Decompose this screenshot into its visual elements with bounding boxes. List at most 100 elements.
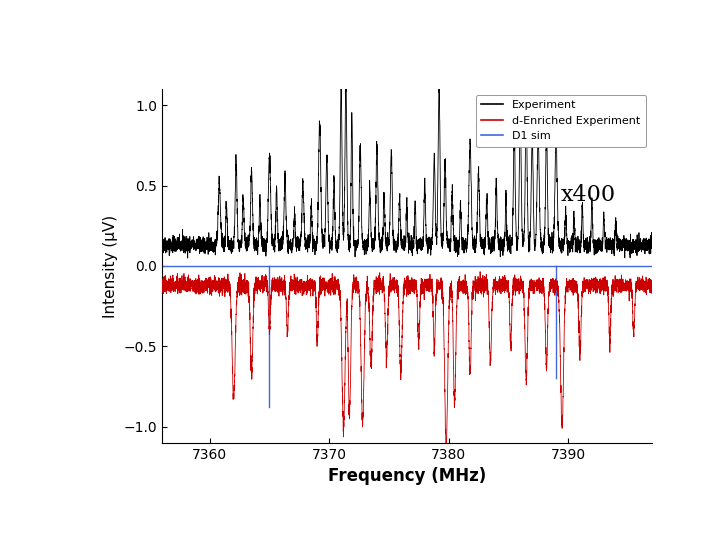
Ellipse shape: [337, 7, 343, 14]
Ellipse shape: [310, 18, 317, 26]
Ellipse shape: [395, 0, 404, 10]
Ellipse shape: [269, 33, 280, 45]
Ellipse shape: [667, 17, 681, 26]
Ellipse shape: [112, 9, 117, 14]
Ellipse shape: [71, 8, 81, 15]
Ellipse shape: [45, 44, 59, 53]
Ellipse shape: [449, 37, 456, 44]
Ellipse shape: [426, 56, 429, 60]
Ellipse shape: [0, 55, 4, 64]
Ellipse shape: [497, 16, 502, 23]
Ellipse shape: [196, 26, 205, 33]
Ellipse shape: [185, 61, 192, 70]
Ellipse shape: [262, 18, 269, 28]
Ellipse shape: [668, 33, 676, 42]
Ellipse shape: [658, 9, 664, 15]
Ellipse shape: [172, 25, 179, 33]
Ellipse shape: [604, 62, 617, 70]
Ellipse shape: [121, 63, 131, 71]
Ellipse shape: [208, 52, 217, 61]
Ellipse shape: [410, 10, 416, 16]
Ellipse shape: [181, 53, 189, 60]
Ellipse shape: [598, 61, 605, 70]
Ellipse shape: [361, 18, 368, 22]
Ellipse shape: [293, 36, 305, 44]
Ellipse shape: [110, 28, 117, 31]
Ellipse shape: [684, 8, 693, 15]
Ellipse shape: [174, 45, 181, 52]
Ellipse shape: [637, 26, 642, 36]
Ellipse shape: [498, 37, 502, 41]
Ellipse shape: [72, 13, 79, 26]
Ellipse shape: [384, 42, 394, 52]
Ellipse shape: [395, 36, 405, 48]
Ellipse shape: [310, 50, 318, 64]
Ellipse shape: [285, 27, 292, 32]
Ellipse shape: [70, 0, 80, 9]
Ellipse shape: [48, 55, 55, 64]
Ellipse shape: [397, 64, 402, 70]
Ellipse shape: [144, 34, 150, 42]
Ellipse shape: [594, 16, 605, 29]
Ellipse shape: [47, 0, 52, 3]
Ellipse shape: [108, 2, 114, 6]
Ellipse shape: [588, 56, 592, 59]
Ellipse shape: [580, 9, 588, 17]
Ellipse shape: [696, 48, 701, 54]
Ellipse shape: [361, 56, 366, 62]
Ellipse shape: [669, 45, 683, 53]
Ellipse shape: [661, 0, 667, 3]
Ellipse shape: [471, 15, 476, 26]
Ellipse shape: [0, 0, 5, 8]
Ellipse shape: [549, 0, 557, 6]
Ellipse shape: [224, 0, 230, 4]
Ellipse shape: [570, 17, 584, 23]
Ellipse shape: [298, 7, 305, 15]
Ellipse shape: [586, 28, 590, 31]
Ellipse shape: [109, 55, 114, 61]
Ellipse shape: [498, 49, 505, 65]
Ellipse shape: [129, 26, 141, 36]
Ellipse shape: [608, 29, 615, 35]
Ellipse shape: [10, 16, 18, 24]
Ellipse shape: [683, 54, 690, 63]
Ellipse shape: [292, 0, 304, 7]
Ellipse shape: [631, 4, 639, 17]
Ellipse shape: [711, 46, 716, 50]
Ellipse shape: [571, 38, 577, 43]
Ellipse shape: [74, 37, 79, 42]
Ellipse shape: [311, 24, 320, 35]
Ellipse shape: [30, 28, 42, 30]
Ellipse shape: [450, 6, 456, 18]
Ellipse shape: [256, 62, 266, 73]
Ellipse shape: [33, 0, 42, 9]
Ellipse shape: [418, 8, 426, 15]
Ellipse shape: [611, 0, 615, 8]
Ellipse shape: [333, 0, 337, 4]
Ellipse shape: [79, 35, 91, 43]
Ellipse shape: [250, 27, 254, 35]
Ellipse shape: [517, 27, 528, 35]
Ellipse shape: [120, 0, 131, 9]
Ellipse shape: [446, 50, 456, 63]
Ellipse shape: [197, 36, 205, 39]
Ellipse shape: [357, 5, 363, 19]
Ellipse shape: [170, 49, 174, 64]
Ellipse shape: [610, 9, 619, 15]
Ellipse shape: [536, 51, 544, 68]
Ellipse shape: [474, 9, 478, 15]
Ellipse shape: [667, 53, 680, 59]
Ellipse shape: [138, 45, 143, 50]
Ellipse shape: [510, 56, 515, 63]
Ellipse shape: [287, 0, 292, 3]
Ellipse shape: [85, 60, 88, 75]
Ellipse shape: [647, 6, 652, 21]
Ellipse shape: [236, 56, 245, 64]
Ellipse shape: [548, 48, 554, 51]
Ellipse shape: [450, 47, 454, 51]
Ellipse shape: [134, 17, 140, 23]
Ellipse shape: [221, 28, 224, 33]
Ellipse shape: [323, 59, 328, 72]
Ellipse shape: [471, 21, 480, 36]
Ellipse shape: [503, 38, 518, 42]
